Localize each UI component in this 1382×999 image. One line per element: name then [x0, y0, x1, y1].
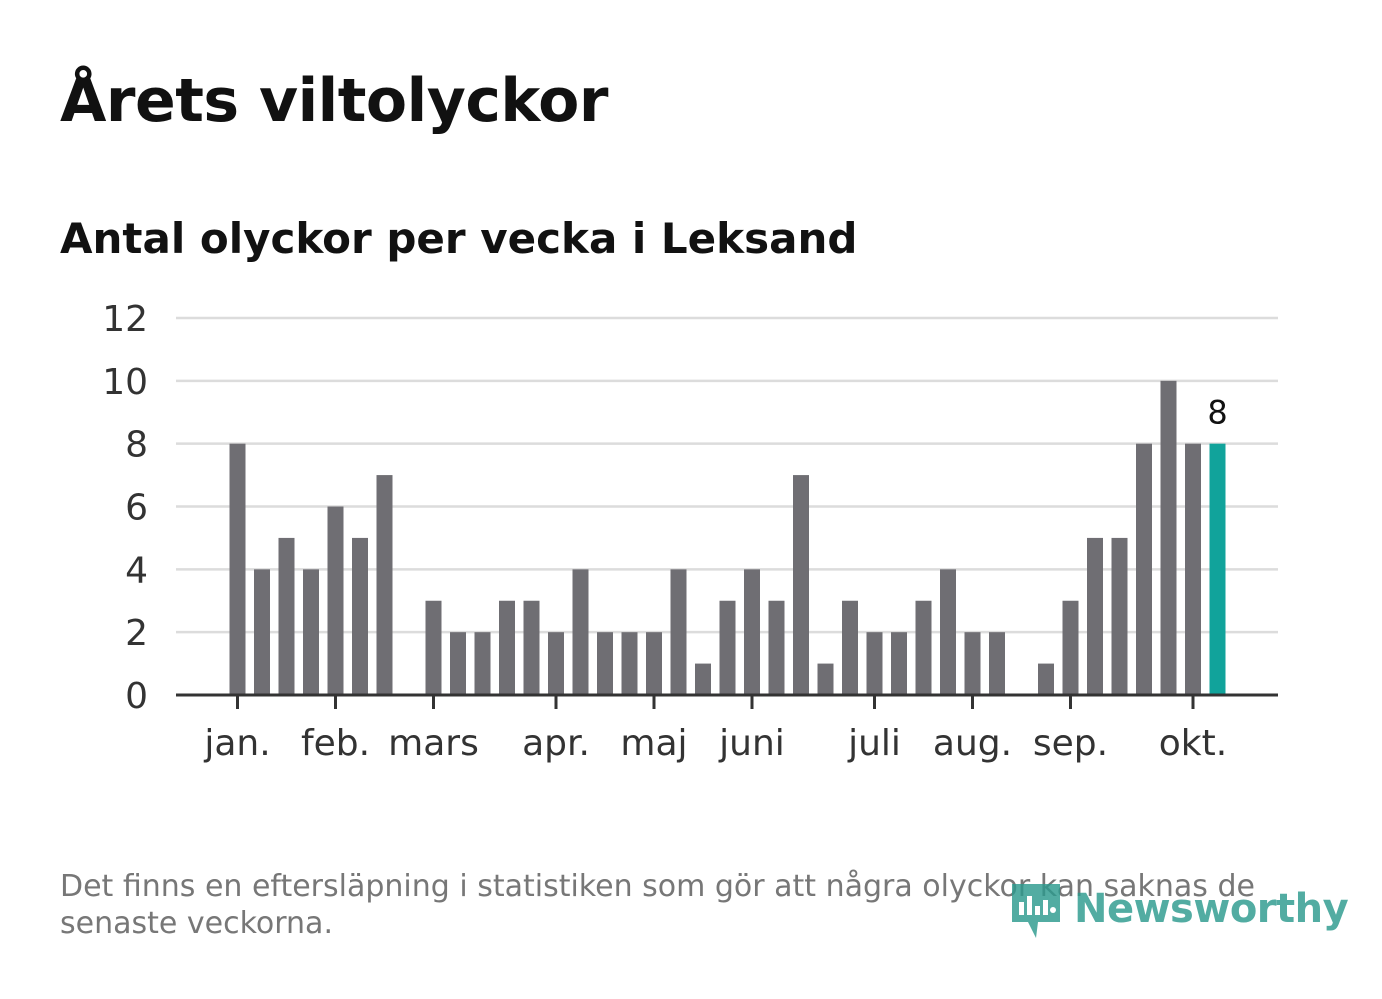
- bar: [425, 600, 442, 695]
- bar: [548, 632, 564, 695]
- bar: [1062, 600, 1079, 695]
- bar: [278, 537, 295, 695]
- x-tick-label: aug.: [933, 723, 1012, 764]
- y-tick-label: 8: [125, 425, 148, 466]
- bar: [817, 663, 834, 695]
- bar: [768, 600, 785, 695]
- bar: [352, 537, 368, 695]
- bar: [450, 632, 466, 695]
- bar: [327, 506, 344, 695]
- x-tick-label: sep.: [1033, 723, 1108, 764]
- x-tick-label: jan.: [203, 723, 270, 764]
- bar: [1185, 443, 1201, 695]
- chart-title: Årets viltolyckor: [60, 66, 609, 136]
- x-tick-label: juni: [718, 723, 785, 764]
- highlight-bar: [1209, 443, 1226, 695]
- bar: [254, 569, 270, 695]
- bar: [376, 475, 393, 695]
- bar: [572, 569, 589, 695]
- x-tick-label: feb.: [301, 723, 370, 764]
- bar: [866, 632, 883, 695]
- y-tick-label: 6: [125, 488, 148, 529]
- bar: [1136, 443, 1152, 695]
- x-tick-label: juli: [847, 723, 901, 764]
- highlight-data-label: 8: [1207, 394, 1227, 432]
- bar: [303, 569, 319, 695]
- bar: [719, 600, 736, 695]
- x-tick-label: okt.: [1159, 723, 1227, 764]
- bar: [793, 475, 809, 695]
- bar: [523, 600, 540, 695]
- newsworthy-brand: Newsworthy: [1008, 876, 1349, 942]
- x-tick-label: apr.: [522, 723, 590, 764]
- chart-subtitle: Antal olyckor per vecka i Leksand: [60, 214, 858, 263]
- bar-chart: 0 2 4 6 8 10 12 jan. feb. mars apr. maj juni juli aug.…: [102, 299, 1278, 764]
- y-tick-label: 10: [102, 362, 148, 403]
- bar: [646, 632, 662, 695]
- brand-name: Newsworthy: [1074, 886, 1349, 932]
- bar: [597, 632, 613, 695]
- bar: [940, 569, 956, 695]
- bar: [891, 632, 907, 695]
- bar: [915, 600, 932, 695]
- bar: [474, 632, 491, 695]
- bar: [744, 569, 760, 695]
- bar: [989, 632, 1005, 695]
- bar: [964, 632, 981, 695]
- bar: [621, 632, 638, 695]
- x-tick-label: maj: [620, 723, 687, 764]
- bar: [229, 443, 246, 695]
- bar: [499, 600, 515, 695]
- y-tick-label: 4: [125, 550, 148, 591]
- y-tick-label: 12: [102, 299, 148, 340]
- y-tick-label: 2: [125, 613, 148, 654]
- bar: [1087, 537, 1103, 695]
- bar: [1111, 537, 1128, 695]
- bar: [1038, 663, 1054, 695]
- bar: [842, 600, 858, 695]
- bar: [670, 569, 687, 695]
- newsworthy-logo-icon: [1012, 884, 1060, 938]
- y-tick-label: 0: [125, 676, 148, 717]
- x-tick-label: mars: [388, 723, 479, 764]
- bar: [695, 663, 711, 695]
- bar: [1160, 380, 1177, 695]
